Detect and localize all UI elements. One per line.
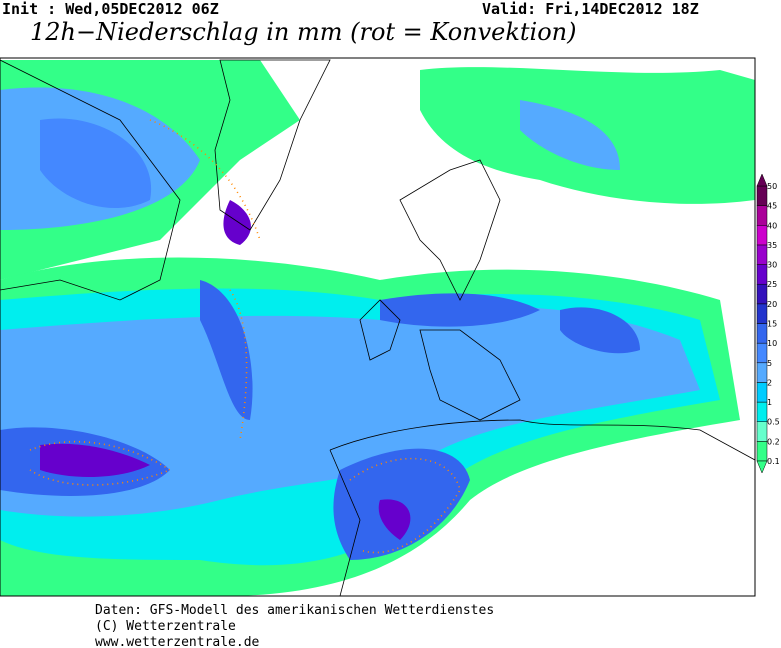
colorbar-label: 2: [767, 378, 772, 387]
colorbar-segment: [756, 283, 768, 305]
colorbar-segment: [756, 323, 768, 344]
colorbar-label: 30: [767, 261, 777, 270]
colorbar-segment: [756, 185, 768, 206]
colorbar-segment: [756, 244, 768, 265]
colorbar-label: 45: [767, 202, 777, 211]
colorbar-segment: [756, 303, 768, 324]
colorbar-label: 5: [767, 359, 772, 368]
valid-label: Valid: Fri,14DEC2012 18Z: [482, 0, 699, 18]
colorbar-label: 40: [767, 221, 777, 230]
map-title: 12h−Niederschlag in mm (rot = Konvektion…: [30, 18, 577, 46]
colorbar-cap: [756, 173, 768, 187]
colorbar-label: 1: [767, 398, 772, 407]
colorbar-segment: [756, 264, 768, 285]
colorbar-label: 50: [767, 182, 777, 191]
colorbar-cap: [756, 460, 768, 474]
colorbar-label: 15: [767, 320, 777, 329]
colorbar-label: 0.5: [767, 418, 780, 427]
map: [0, 57, 756, 597]
colorbar-label: 0.1: [767, 457, 780, 466]
footer-line: (C) Wetterzentrale: [95, 619, 236, 634]
colorbar-segment: [756, 382, 768, 403]
footer-line: Daten: GFS-Modell des amerikanischen Wet…: [95, 603, 494, 618]
colorbar-segment: [756, 401, 768, 422]
colorbar-label: 0.2: [767, 437, 780, 446]
colorbar-segment: [756, 362, 768, 383]
colorbar-label: 20: [767, 300, 777, 309]
colorbar-segment: [756, 441, 768, 462]
colorbar-label: 25: [767, 280, 777, 289]
footer-line: www.wetterzentrale.de: [95, 635, 260, 648]
colorbar-segment: [756, 205, 768, 226]
init-label: Init : Wed,05DEC2012 06Z: [2, 0, 219, 18]
colorbar-segment: [756, 342, 768, 364]
colorbar-segment: [756, 421, 768, 442]
colorbar-label: 10: [767, 339, 777, 348]
colorbar-label: 35: [767, 241, 777, 250]
colorbar-segment: [756, 225, 768, 246]
